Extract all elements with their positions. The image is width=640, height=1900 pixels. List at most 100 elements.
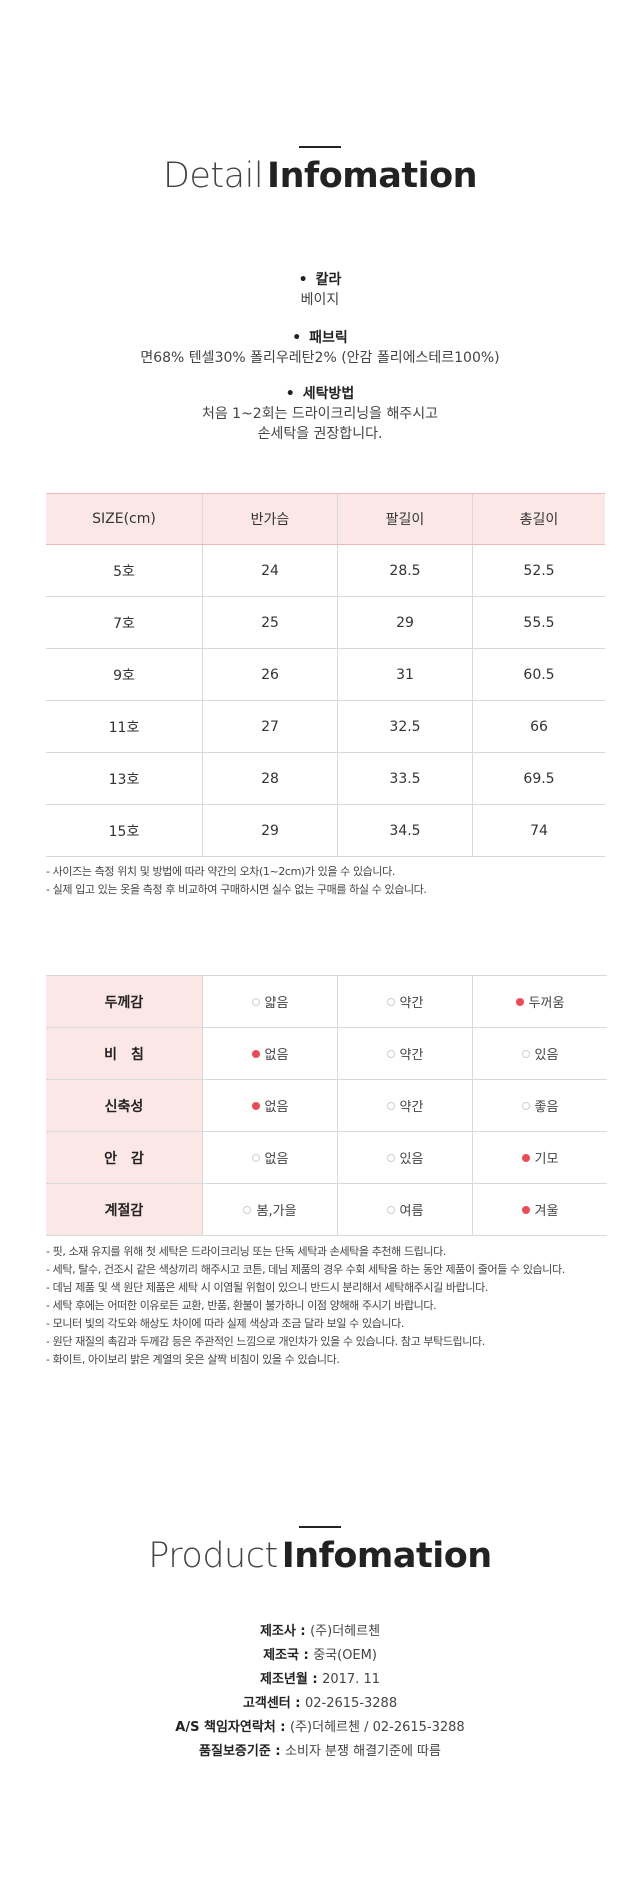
spec-label: 칼라 <box>299 272 342 288</box>
spec-color: 칼라 베이지 <box>0 270 640 310</box>
info-line: A/S 책임자연락처 : (주)더헤르첸 / 02-2615-3288 <box>175 1720 465 1735</box>
table-cell: 15호 <box>46 804 203 857</box>
property-label: 두께감 <box>46 975 203 1028</box>
table-cell: 32.5 <box>337 700 473 753</box>
spec-label: 패브릭 <box>292 330 348 346</box>
property-option: 얇음 <box>202 975 338 1028</box>
property-label: 안 감 <box>46 1131 203 1184</box>
option-label: 얇음 <box>264 996 289 1011</box>
note-line: - 핏, 소재 유지를 위해 첫 세탁은 드라이크리닝 또는 단독 세탁과 손세… <box>46 1245 446 1258</box>
property-option: 약간 <box>337 1079 473 1132</box>
option-label: 없음 <box>264 1152 289 1167</box>
option-label: 약간 <box>399 996 424 1011</box>
table-cell: 31 <box>337 648 473 701</box>
note-line: - 모니터 빛의 각도와 해상도 차이에 따라 실제 색상과 조금 달라 보일 … <box>46 1317 404 1330</box>
table-cell: 69.5 <box>472 752 605 805</box>
property-option: 약간 <box>337 975 473 1028</box>
selected-dot-icon <box>521 1154 530 1162</box>
note-line: - 실제 입고 있는 옷을 측정 후 비교하여 구매하시면 실수 없는 구매를 … <box>46 883 427 896</box>
option-label: 겨울 <box>534 1204 559 1219</box>
table-row: 9호 26 31 60.5 <box>46 648 605 701</box>
option-label: 약간 <box>399 1048 424 1063</box>
detail-title-bar <box>299 146 341 148</box>
table-cell: 55.5 <box>472 596 605 649</box>
table-cell: 26 <box>202 648 338 701</box>
note-line: - 데님 제품 및 색 원단 제품은 세탁 시 이염될 위험이 있으니 반드시 … <box>46 1281 488 1294</box>
property-option: 좋음 <box>472 1079 607 1132</box>
info-line: 품질보증기준 : 소비자 분쟁 해결기준에 따름 <box>199 1744 441 1759</box>
option-label: 기모 <box>534 1152 559 1167</box>
empty-dot-icon <box>386 998 395 1006</box>
property-option: 겨울 <box>472 1183 607 1236</box>
property-option: 없음 <box>202 1079 338 1132</box>
option-label: 있음 <box>399 1152 424 1167</box>
option-label: 없음 <box>264 1100 289 1115</box>
selected-dot-icon <box>251 1102 260 1110</box>
product-info: 제조사 : (주)더헤르첸 제조국 : 중국(OEM) 제조년월 : 2017.… <box>0 1620 640 1764</box>
property-label: 계절감 <box>46 1183 203 1236</box>
table-row: 7호 25 29 55.5 <box>46 596 605 649</box>
option-label: 두꺼움 <box>528 996 565 1011</box>
table-cell: 7호 <box>46 596 203 649</box>
info-line: 제조년월 : 2017. 11 <box>260 1672 380 1687</box>
detail-title: Detail Infomation <box>0 156 640 196</box>
table-cell: 66 <box>472 700 605 753</box>
info-line: 제조국 : 중국(OEM) <box>263 1648 377 1663</box>
table-cell: 5호 <box>46 544 203 597</box>
note-line: - 세탁, 탈수, 건조시 같은 색상끼리 해주시고 코튼, 데님 제품의 경우… <box>46 1263 565 1276</box>
size-notes: - 사이즈는 측정 위치 및 방법에 따라 약간의 오차(1~2cm)가 있을 … <box>46 863 606 899</box>
property-option: 두꺼움 <box>472 975 607 1028</box>
note-line: - 사이즈는 측정 위치 및 방법에 따라 약간의 오차(1~2cm)가 있을 … <box>46 865 395 878</box>
property-label: 신축성 <box>46 1079 203 1132</box>
table-cell: 27 <box>202 700 338 753</box>
spec-value: 베이지 <box>300 292 340 308</box>
option-label: 약간 <box>399 1100 424 1115</box>
size-header: SIZE(cm) <box>46 493 203 545</box>
property-row: 비 침 없음 약간 있음 <box>46 1027 607 1080</box>
property-option: 있음 <box>472 1027 607 1080</box>
property-option: 기모 <box>472 1131 607 1184</box>
property-label: 비 침 <box>46 1027 203 1080</box>
property-option: 있음 <box>337 1131 473 1184</box>
empty-dot-icon <box>386 1102 395 1110</box>
note-line: - 화이트, 아이보리 밝은 계열의 옷은 살짝 비침이 있을 수 있습니다. <box>46 1353 340 1366</box>
empty-dot-icon <box>521 1102 530 1110</box>
detail-title-bold: Infomation <box>267 156 478 196</box>
property-option: 없음 <box>202 1131 338 1184</box>
info-line: 제조사 : (주)더헤르첸 <box>259 1624 381 1639</box>
empty-dot-icon <box>521 1050 530 1058</box>
table-row: 11호 27 32.5 66 <box>46 700 605 753</box>
property-option: 약간 <box>337 1027 473 1080</box>
table-cell: 28 <box>202 752 338 805</box>
empty-dot-icon <box>243 1206 252 1214</box>
property-row: 계절감 봄,가을 여름 겨울 <box>46 1183 607 1236</box>
property-row: 신축성 없음 약간 좋음 <box>46 1079 607 1132</box>
spec-washing: 세탁방법 처음 1~2회는 드라이크리닝을 해주시고 손세탁을 권장합니다. <box>0 384 640 444</box>
spec-value: 손세탁을 권장합니다. <box>257 426 383 442</box>
empty-dot-icon <box>251 998 260 1006</box>
product-title-bar <box>299 1526 341 1528</box>
info-line: 고객센터 : 02-2615-3288 <box>242 1696 398 1711</box>
product-title-light: Product <box>148 1536 278 1576</box>
selected-dot-icon <box>251 1050 260 1058</box>
note-line: - 원단 재질의 촉감과 두께감 등은 주관적인 느낌으로 개인차가 있을 수 … <box>46 1335 485 1348</box>
spec-value: 처음 1~2회는 드라이크리닝을 해주시고 <box>201 406 439 422</box>
empty-dot-icon <box>386 1050 395 1058</box>
table-cell: 13호 <box>46 752 203 805</box>
empty-dot-icon <box>251 1154 260 1162</box>
option-label: 여름 <box>399 1204 424 1219</box>
detail-title-light: Detail <box>162 156 264 196</box>
table-row: 13호 28 33.5 69.5 <box>46 752 605 805</box>
care-notes: - 핏, 소재 유지를 위해 첫 세탁은 드라이크리닝 또는 단독 세탁과 손세… <box>46 1243 606 1369</box>
table-row: 15호 29 34.5 74 <box>46 804 605 857</box>
length-header: 총길이 <box>472 493 605 545</box>
table-cell: 28.5 <box>337 544 473 597</box>
table-cell: 34.5 <box>337 804 473 857</box>
note-line: - 세탁 후에는 어떠한 이유로든 교환, 반품, 환불이 불가하니 이점 양해… <box>46 1299 437 1312</box>
table-cell: 29 <box>202 804 338 857</box>
chest-header: 반가슴 <box>202 493 338 545</box>
product-title: Product Infomation <box>0 1536 640 1576</box>
empty-dot-icon <box>386 1206 395 1214</box>
table-cell: 24 <box>202 544 338 597</box>
property-row: 두께감 얇음 약간 두꺼움 <box>46 975 607 1028</box>
